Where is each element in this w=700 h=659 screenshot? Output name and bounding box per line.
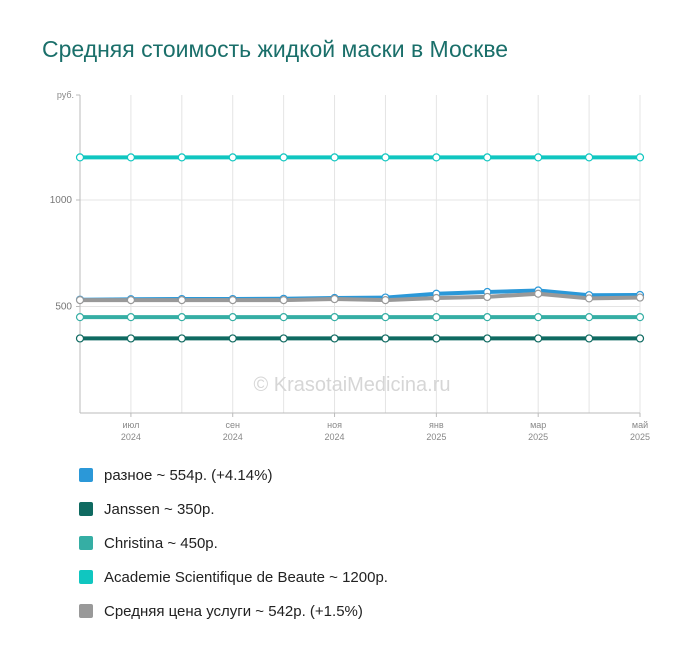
series-point <box>534 334 543 343</box>
series-point <box>635 153 645 162</box>
series-point <box>483 334 492 343</box>
legend-item[interactable]: разное ~ 554р. (+4.14%) <box>79 458 388 492</box>
series-point <box>635 334 645 343</box>
y-unit-label: руб. <box>57 90 74 100</box>
series-point <box>330 313 339 322</box>
series-point <box>432 334 441 343</box>
chart-title: Средняя стоимость жидкой маски в Москве <box>42 36 509 62</box>
series-point <box>584 294 594 303</box>
series-point <box>534 313 543 322</box>
series-point <box>75 153 85 162</box>
series-point <box>75 334 85 343</box>
series-point <box>75 313 85 322</box>
series-point <box>177 296 186 305</box>
series-point <box>75 296 85 305</box>
x-tick-label-year: 2024 <box>223 432 243 442</box>
series-point <box>483 292 492 302</box>
axes: руб. 1000 500 июл 2024 сен 2024 ноя 2024 янв 2025 м… <box>50 90 650 442</box>
series-point <box>228 296 237 305</box>
series-point <box>228 313 237 322</box>
series-point <box>381 313 390 322</box>
x-tick-label-year: 2024 <box>325 432 345 442</box>
legend-swatch <box>79 536 93 550</box>
x-tick-label-month: ноя <box>327 420 342 430</box>
series-point <box>126 296 136 305</box>
series-line <box>78 291 642 303</box>
series-point <box>330 294 339 304</box>
y-tick-label: 500 <box>55 302 72 313</box>
legend-item[interactable]: Janssen ~ 350р. <box>79 492 388 526</box>
series-point <box>177 334 186 343</box>
series-point <box>330 334 339 343</box>
series-point <box>279 313 288 322</box>
series-point <box>432 153 441 162</box>
series-point <box>177 153 186 162</box>
x-tick-label-month: мар <box>530 420 546 430</box>
legend-item[interactable]: Средняя цена услуги ~ 542р. (+1.5%) <box>79 594 388 628</box>
series-point <box>432 293 441 303</box>
series-layer <box>75 153 645 343</box>
series-point <box>126 153 136 162</box>
series-point <box>330 153 339 162</box>
x-tick-label-month: сен <box>225 420 240 430</box>
watermark: © KrasotaiMedicina.ru <box>253 374 450 396</box>
grid <box>79 95 641 413</box>
series-point <box>635 313 645 322</box>
series-point <box>584 334 594 343</box>
series-point <box>381 334 390 343</box>
legend-swatch <box>79 570 93 584</box>
legend-label: разное ~ 554р. (+4.14%) <box>104 466 273 484</box>
series-point <box>228 334 237 343</box>
x-tick-label-year: 2025 <box>426 432 446 442</box>
series-point <box>534 289 543 298</box>
legend-label: Janssen ~ 350р. <box>104 500 215 518</box>
x-tick-label-year: 2025 <box>528 432 548 442</box>
series-point <box>381 296 390 305</box>
legend-label: Christina ~ 450р. <box>104 534 218 552</box>
x-tick-label-month: июл <box>122 420 139 430</box>
series-point <box>483 153 492 162</box>
series-point <box>381 153 390 162</box>
x-tick-label-month: май <box>632 420 648 430</box>
x-tick-label-year: 2024 <box>121 432 141 442</box>
series-point <box>279 296 288 305</box>
legend-label: Средняя цена услуги ~ 542р. (+1.5%) <box>104 602 363 620</box>
series-point <box>177 313 186 322</box>
series-point <box>483 313 492 322</box>
series-point <box>279 334 288 343</box>
legend: разное ~ 554р. (+4.14%) Janssen ~ 350р. … <box>79 458 388 628</box>
x-tick-label-year: 2025 <box>630 432 650 442</box>
legend-swatch <box>79 468 93 482</box>
series-point <box>584 153 594 162</box>
legend-label: Academie Scientifique de Beaute ~ 1200р. <box>104 568 388 586</box>
series-point <box>432 313 441 322</box>
series-point <box>126 313 136 322</box>
series-point <box>279 153 288 162</box>
legend-item[interactable]: Academie Scientifique de Beaute ~ 1200р. <box>79 560 388 594</box>
x-tick-label-month: янв <box>429 420 444 430</box>
series-point <box>534 153 543 162</box>
series-point <box>635 293 645 302</box>
line-chart: © KrasotaiMedicina.ru руб. 1000 500 июл 2024… <box>50 90 650 442</box>
y-tick-label: 1000 <box>50 195 73 206</box>
series-point <box>126 334 136 343</box>
series-point <box>584 313 594 322</box>
legend-swatch <box>79 502 93 516</box>
legend-item[interactable]: Christina ~ 450р. <box>79 526 388 560</box>
legend-swatch <box>79 604 93 618</box>
series-point <box>228 153 237 162</box>
